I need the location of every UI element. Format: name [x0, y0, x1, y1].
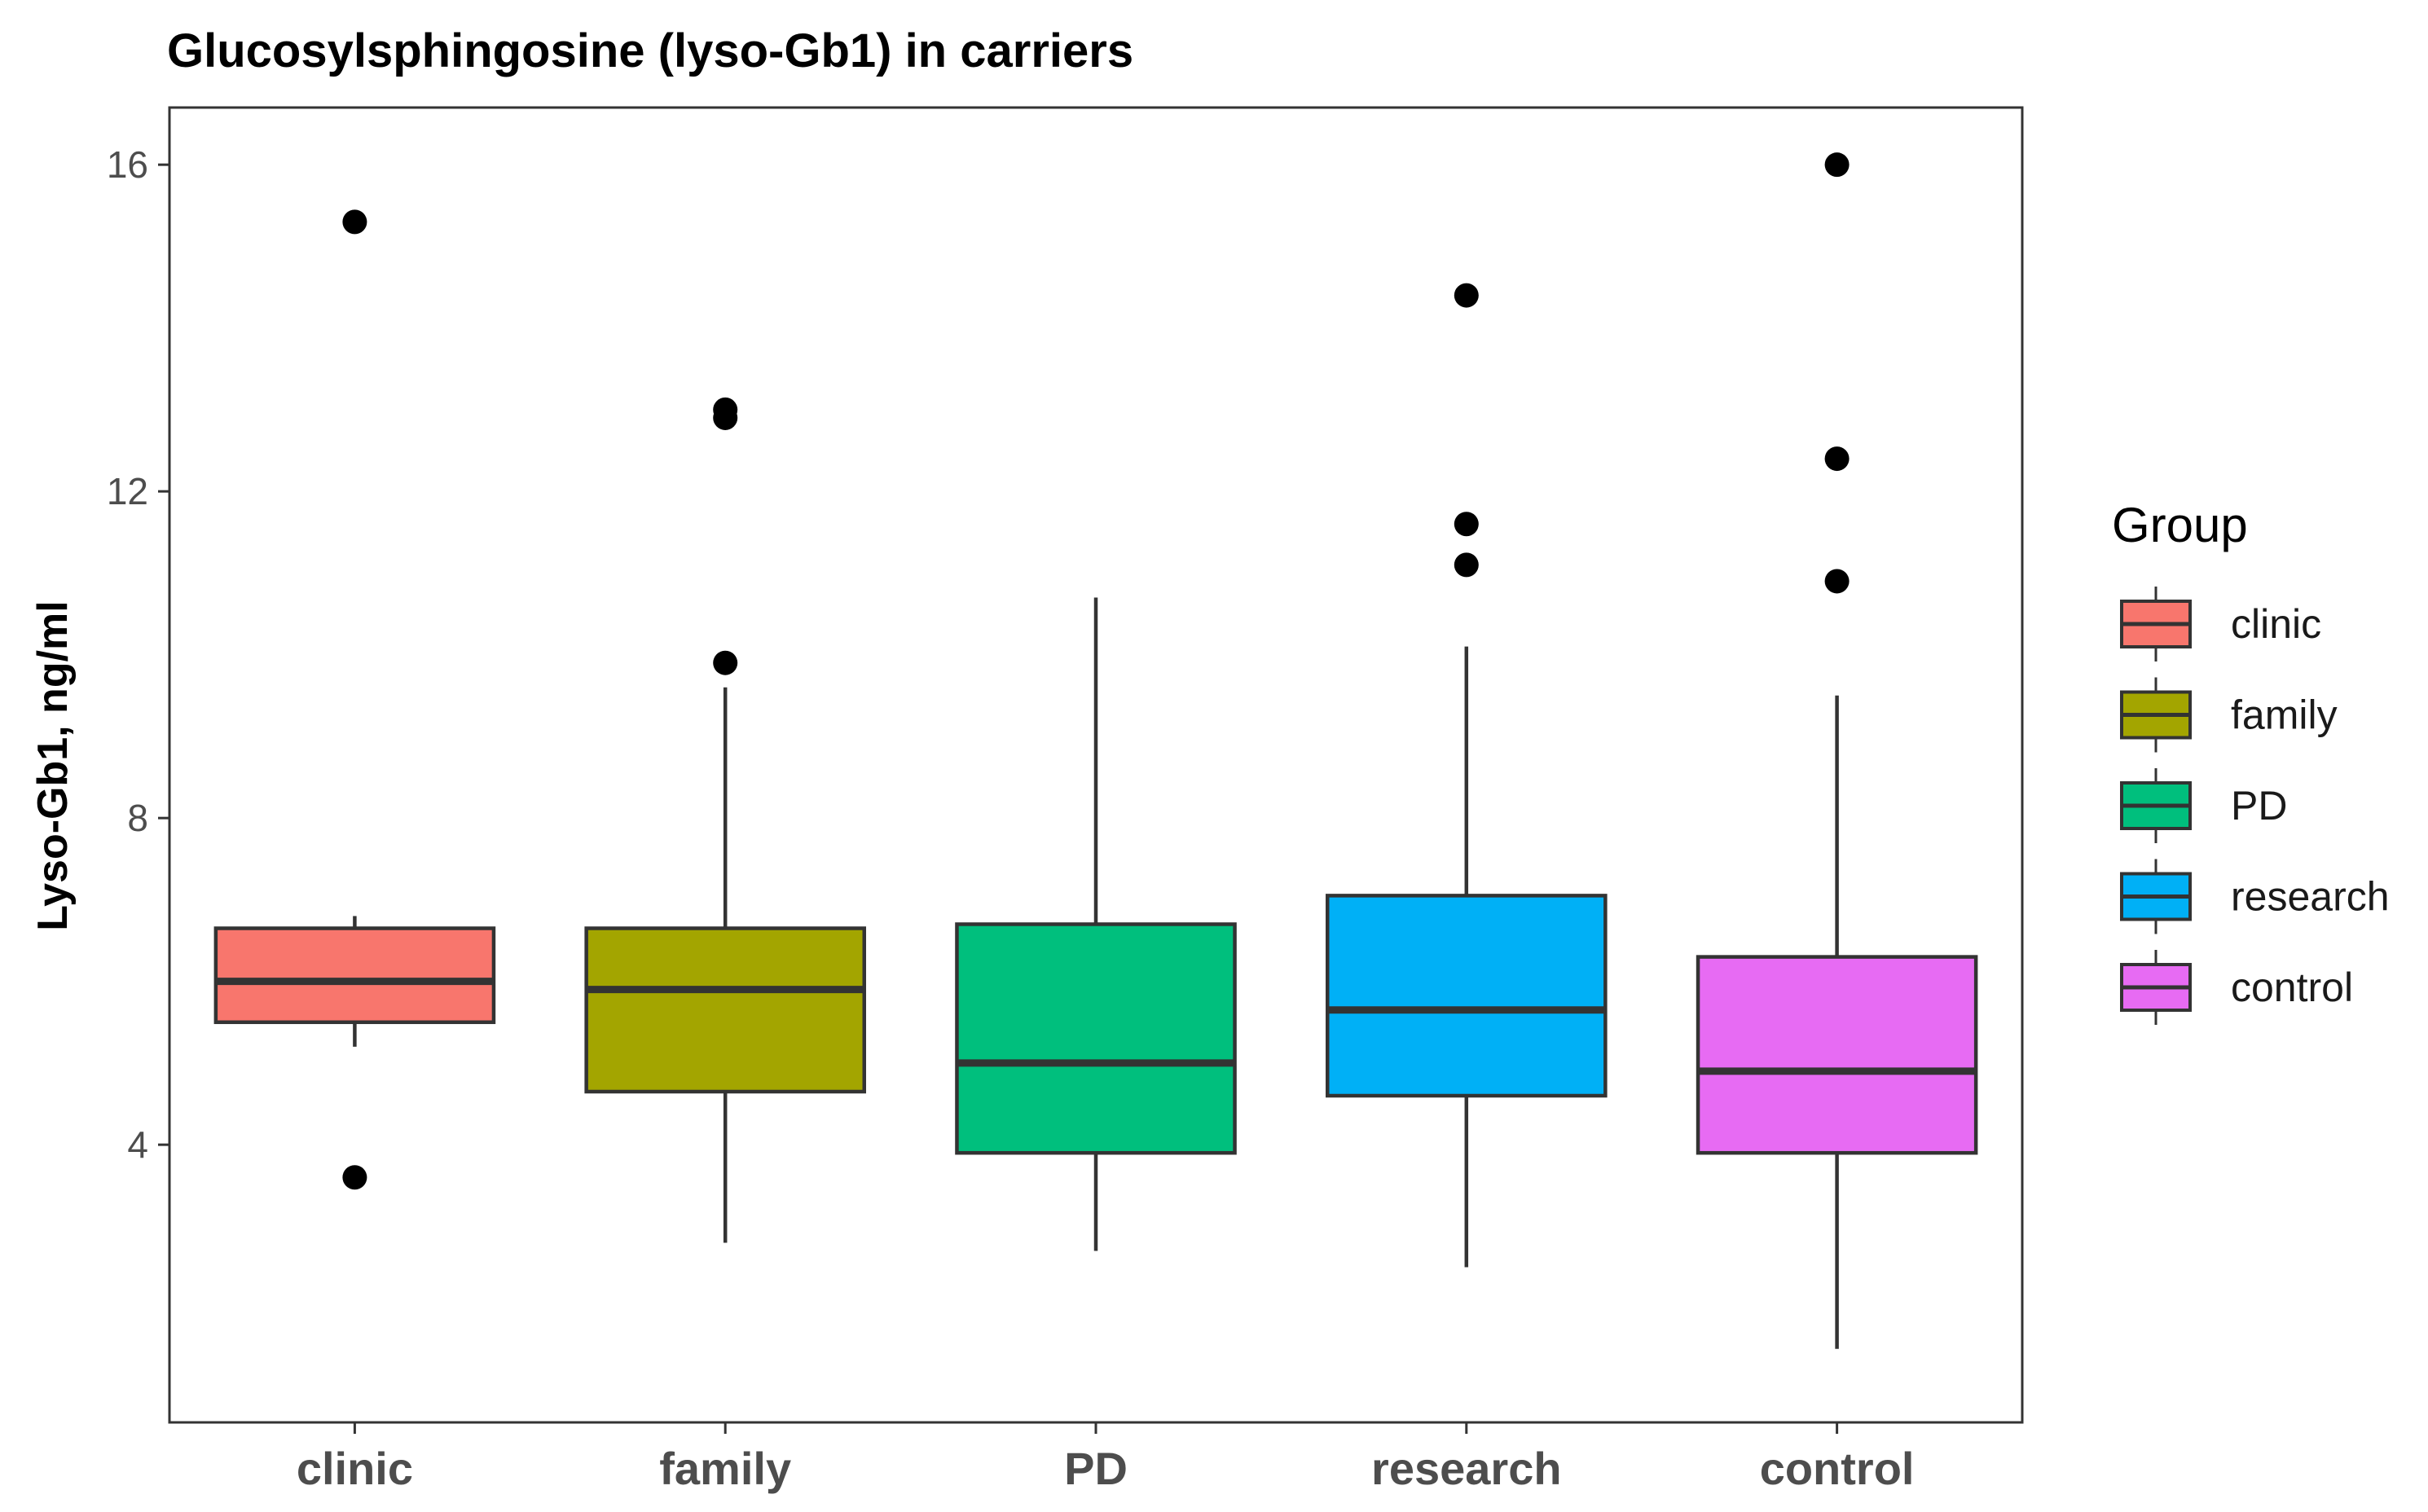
- y-axis: 4 8 12 16: [107, 143, 169, 1166]
- legend-item-family: family: [2120, 677, 2338, 753]
- legend-item-PD: PD: [2120, 768, 2287, 843]
- outlier-point: [713, 650, 738, 675]
- legend-item-control: control: [2120, 950, 2353, 1025]
- x-tick-label: research: [1371, 1443, 1562, 1494]
- legend-label: family: [2231, 692, 2338, 738]
- legend-label: control: [2231, 965, 2353, 1010]
- y-tick-label: 16: [107, 143, 148, 186]
- legend-title: Group: [2112, 498, 2248, 552]
- outlier-point: [1824, 446, 1850, 472]
- y-axis-label: Lyso-Gb1, ng/ml: [29, 600, 77, 930]
- box-PD: [955, 597, 1237, 1251]
- outlier-point: [1454, 283, 1479, 308]
- x-tick-label: PD: [1064, 1443, 1128, 1494]
- outlier-point: [342, 209, 367, 235]
- outlier-point: [1454, 552, 1479, 578]
- x-tick-label: control: [1760, 1443, 1915, 1494]
- iqr-box: [213, 926, 496, 1025]
- outlier-point: [1454, 512, 1479, 537]
- x-tick-label: clinic: [297, 1443, 413, 1494]
- iqr-box: [584, 926, 867, 1094]
- iqr-box: [1696, 955, 1978, 1155]
- outlier-point: [713, 397, 738, 422]
- iqr-box: [955, 922, 1237, 1155]
- y-tick-label: 8: [127, 797, 148, 839]
- legend-label: research: [2231, 874, 2390, 920]
- box-family: [584, 397, 867, 1243]
- legend: Group clinic family PD research control: [2112, 498, 2390, 1025]
- legend-label: clinic: [2231, 601, 2321, 647]
- chart-title: Glucosylsphingosine (lyso-Gb1) in carrie…: [167, 24, 1133, 77]
- y-tick-label: 12: [107, 470, 148, 512]
- box-clinic: [213, 209, 496, 1190]
- outlier-point: [342, 1165, 367, 1190]
- iqr-box: [1326, 894, 1608, 1098]
- legend-item-clinic: clinic: [2120, 587, 2321, 662]
- box-control: [1696, 152, 1978, 1349]
- x-axis: clinic family PD research control: [297, 1422, 1915, 1494]
- legend-label: PD: [2231, 783, 2287, 829]
- legend-item-research: research: [2120, 859, 2390, 934]
- boxes-layer: [213, 152, 1978, 1349]
- box-research: [1326, 283, 1608, 1268]
- y-tick-label: 4: [127, 1123, 148, 1166]
- outlier-point: [1824, 152, 1850, 178]
- x-tick-label: family: [659, 1443, 791, 1494]
- outlier-point: [1824, 569, 1850, 594]
